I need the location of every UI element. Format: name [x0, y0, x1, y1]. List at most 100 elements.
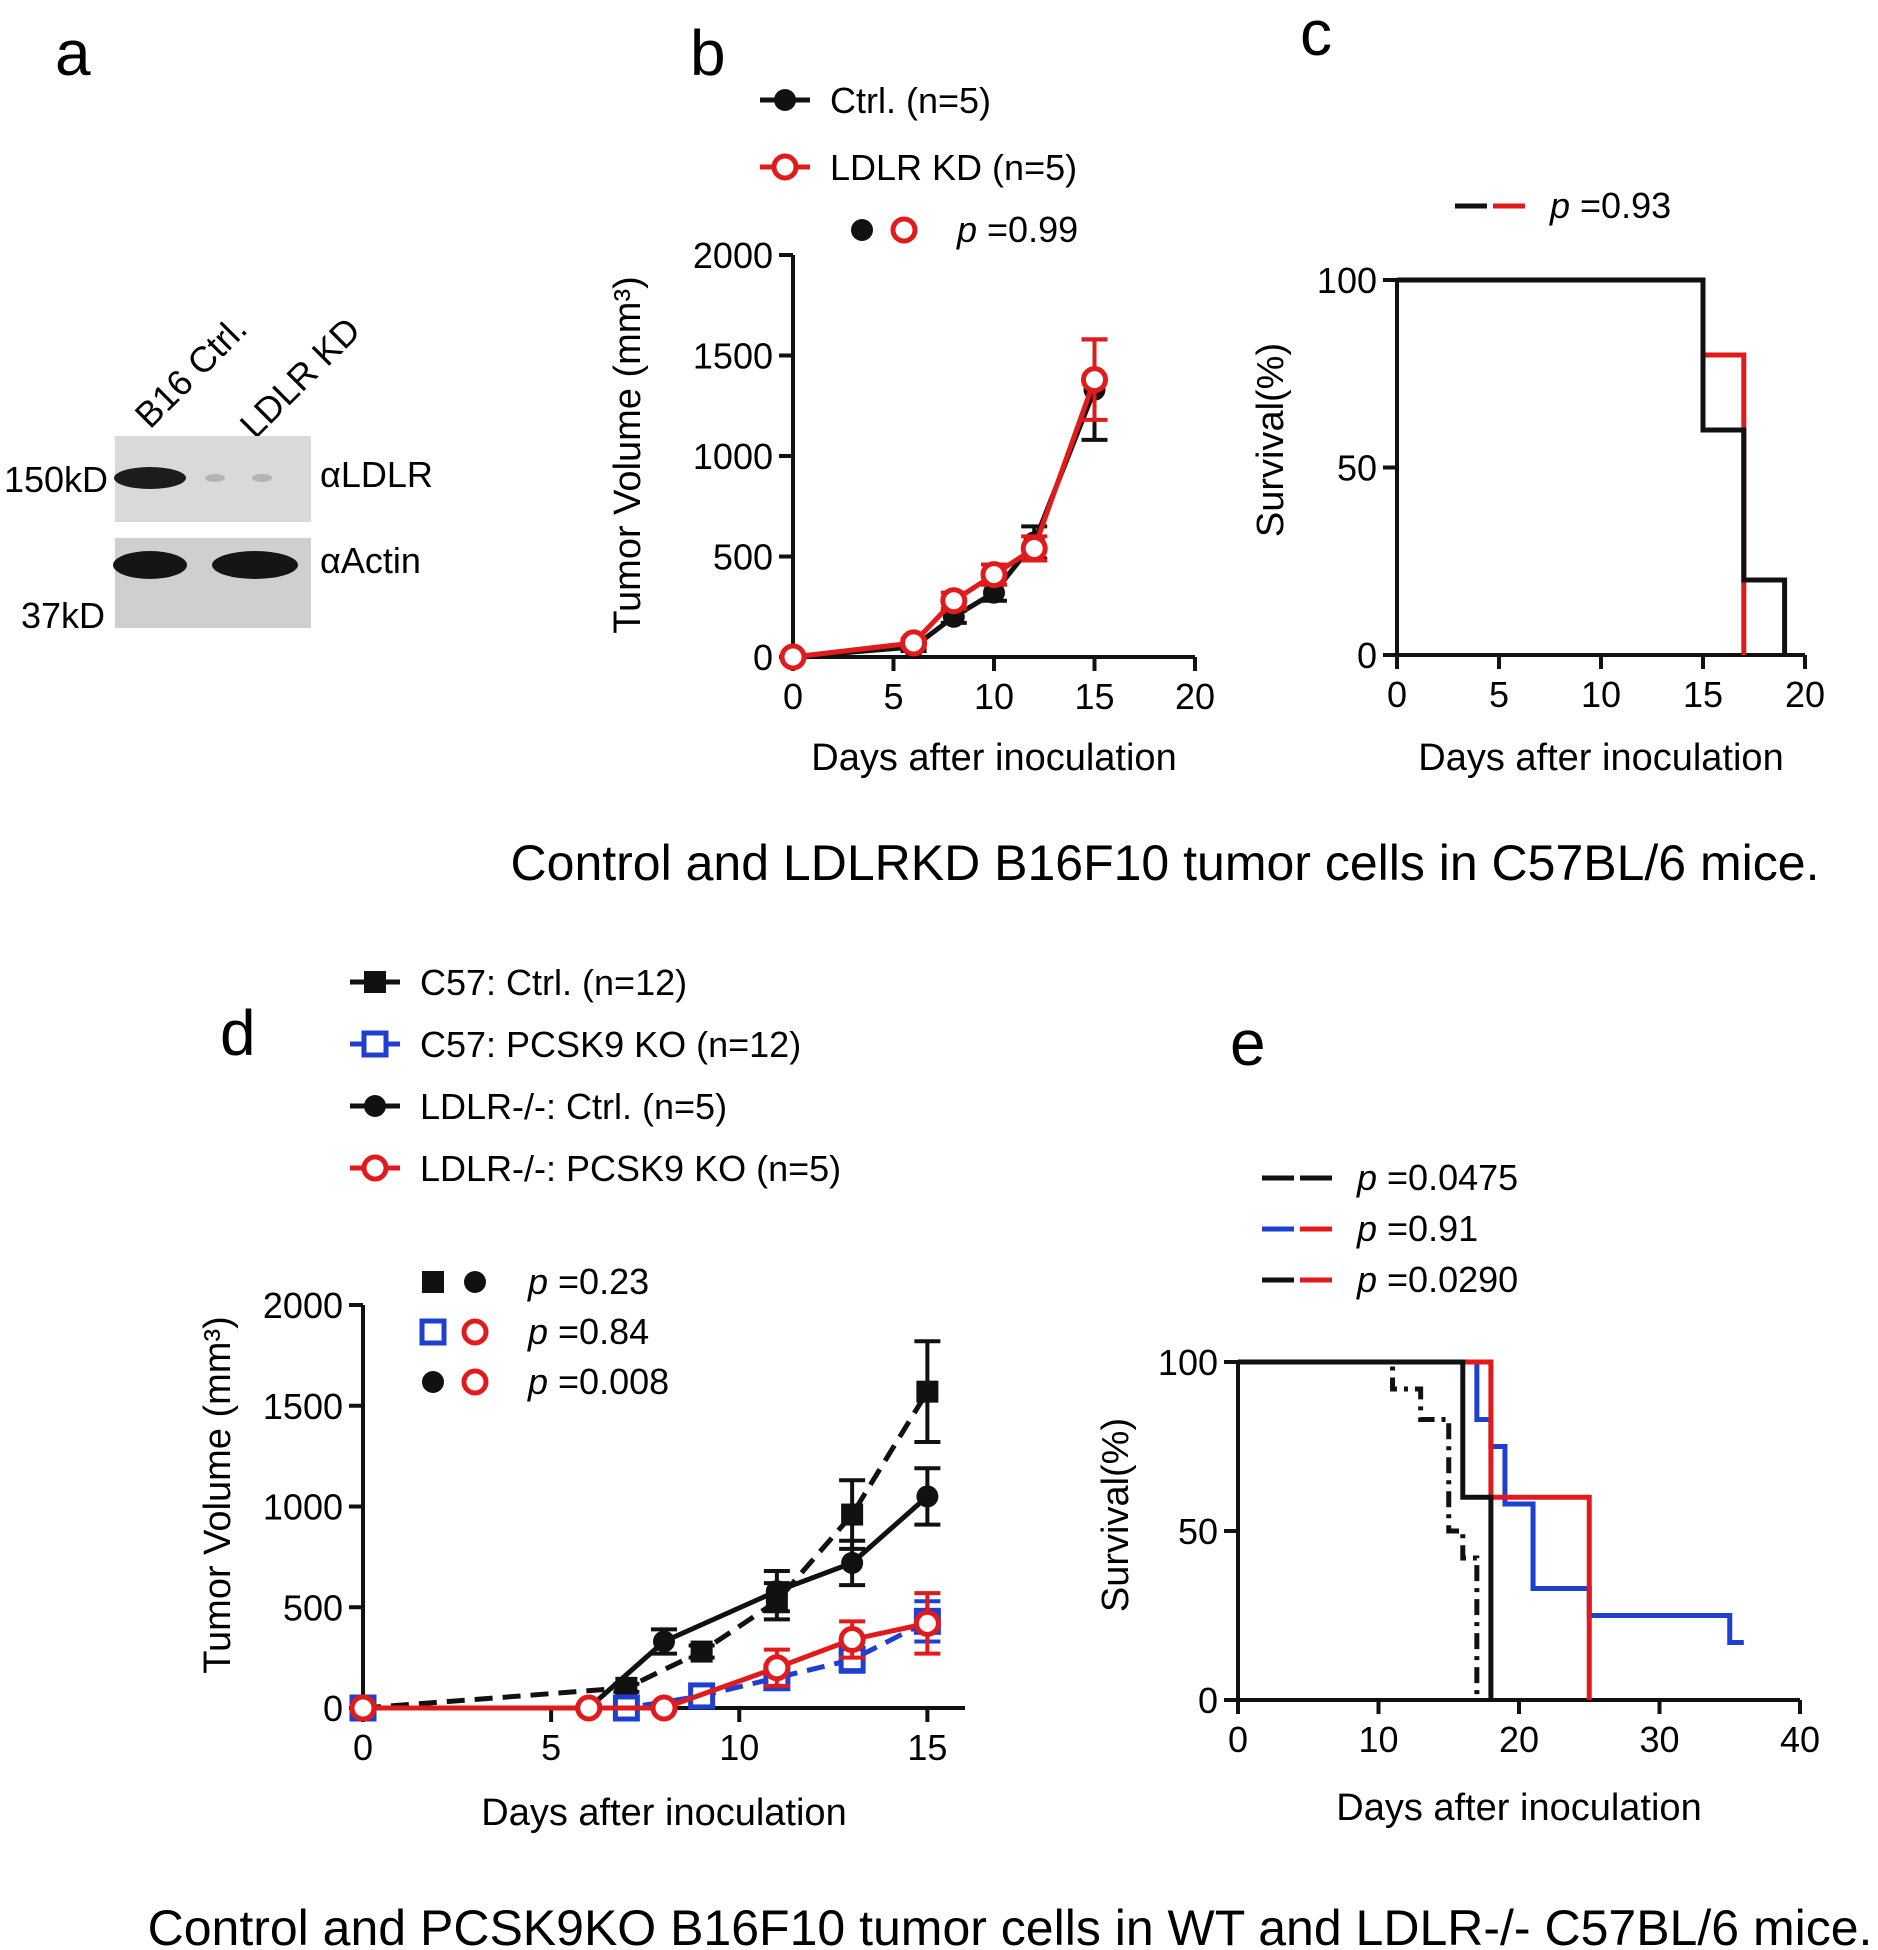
x-tick-label: 5	[883, 676, 903, 717]
data-point	[841, 1503, 864, 1526]
series-line	[1397, 277, 1788, 655]
legend-marker	[364, 1095, 386, 1117]
stat-p-value: p =0.93	[1549, 185, 1671, 226]
y-tick-label: 0	[323, 1688, 343, 1729]
data-point	[653, 1630, 675, 1653]
western-blot: B16 Ctrl. LDLR KD 150kD 37kD αLDLR αActi…	[4, 308, 433, 636]
stat-p-value: p =0.0290	[1356, 1259, 1518, 1300]
series-line	[1238, 1359, 1744, 1646]
y-tick-label: 100	[1317, 260, 1377, 301]
x-tick-label: 0	[783, 676, 803, 717]
stat-marker	[422, 1371, 444, 1393]
p-number: =0.008	[548, 1361, 669, 1402]
panel-letter-a: a	[55, 17, 91, 89]
x-tick-label: 0	[1228, 1719, 1248, 1760]
series-b-1	[779, 337, 1108, 671]
x-tick-label: 0	[1387, 674, 1407, 715]
y-tick-label: 0	[1357, 635, 1377, 676]
band-actin-kd	[212, 551, 298, 579]
p-symbol: p	[1549, 185, 1570, 226]
p-symbol: p	[1356, 1157, 1377, 1198]
caption-bottom: Control and PCSK9KO B16F10 tumor cells i…	[148, 1900, 1873, 1950]
stat-p-value: p =0.99	[956, 209, 1078, 250]
y-axis-label: Survival(%)	[1250, 343, 1292, 537]
stat-marker	[461, 1318, 489, 1346]
x-tick-label: 10	[1581, 674, 1621, 715]
series-line	[1238, 1359, 1592, 1700]
series-line	[1238, 1359, 1480, 1700]
data-point	[1020, 534, 1048, 562]
data-point	[765, 1580, 788, 1603]
series-e-0	[1238, 1359, 1480, 1700]
stat-p-value: p =0.008	[527, 1361, 669, 1402]
data-point	[983, 581, 1005, 604]
stat-p-value: p =0.0475	[1356, 1157, 1518, 1198]
p-number: =0.91	[1377, 1208, 1478, 1249]
data-point	[779, 643, 807, 671]
data-point	[1081, 366, 1108, 394]
data-point	[916, 1485, 939, 1508]
series-line	[362, 1390, 930, 1711]
p-number: =0.84	[548, 1311, 649, 1352]
stat-marker	[890, 216, 918, 244]
y-tick-label: 50	[1178, 1511, 1218, 1552]
stat-marker	[851, 219, 873, 241]
data-point	[575, 1694, 603, 1722]
p-number: =0.0290	[1377, 1259, 1518, 1300]
x-tick-label: 20	[1175, 676, 1215, 717]
y-axis-label: Survival(%)	[1095, 1418, 1137, 1612]
y-tick-label: 0	[753, 637, 773, 678]
x-axis-label: Days after inoculation	[481, 1792, 846, 1834]
x-tick-label: 10	[974, 676, 1014, 717]
p-number: =0.99	[977, 209, 1078, 250]
antibody-ldlr: αLDLR	[320, 454, 433, 495]
x-tick-label: 10	[1358, 1719, 1398, 1760]
data-point	[900, 629, 928, 657]
panel-letter-d: d	[220, 997, 256, 1069]
antibody-actin: αActin	[320, 540, 421, 581]
p-number: =0.0475	[1377, 1157, 1518, 1198]
x-tick-label: 15	[1683, 674, 1723, 715]
legend-marker	[364, 971, 386, 993]
chart-c: 0 5 10 15 20 0 50 100 Days after inoculation Surv…	[1250, 185, 1825, 779]
stat-p-value: p =0.91	[1356, 1208, 1478, 1249]
p-number: =0.93	[1570, 185, 1671, 226]
lane-label-kd: LDLR KD	[232, 309, 369, 446]
legend-marker	[771, 153, 799, 181]
x-tick-label: 5	[541, 1727, 561, 1768]
panel-letter-e: e	[1230, 1007, 1266, 1079]
x-tick-label: 40	[1780, 1719, 1820, 1760]
data-point	[349, 1694, 377, 1722]
stat-marker	[461, 1368, 489, 1396]
x-tick-label: 10	[719, 1727, 759, 1768]
chart-d: 0 5 10 15 0 500 1000 1500 2000 Days after inocula…	[197, 962, 965, 1834]
y-tick-label: 2000	[693, 235, 773, 276]
data-point	[980, 561, 1008, 589]
panel-letter-c: c	[1300, 0, 1332, 69]
legend-marker	[361, 1030, 389, 1058]
chart-e: 0 10 20 30 40 0 50 100 Days after inoculation Sur…	[1095, 1157, 1820, 1829]
series-line	[1238, 1359, 1494, 1700]
data-point	[838, 1625, 866, 1653]
series-b-0	[782, 337, 1108, 668]
p-symbol: p	[956, 209, 977, 250]
stat-marker	[422, 1271, 444, 1293]
series-line	[792, 378, 1097, 660]
y-tick-label: 500	[713, 537, 773, 578]
legend-label: C57: Ctrl. (n=12)	[420, 962, 687, 1003]
x-axis-label: Days after inoculation	[811, 737, 1176, 779]
marker-37kd: 37kD	[21, 595, 105, 636]
x-tick-label: 15	[1074, 676, 1114, 717]
marker-150kd: 150kD	[4, 459, 108, 500]
chart-b: 0 5 10 15 20 0 500 1000 1500 2000 Days after inocu…	[607, 80, 1215, 779]
p-symbol: p	[527, 1261, 548, 1302]
stat-p-value: p =0.23	[527, 1261, 649, 1302]
y-axis-label: Tumor Volume (mm³)	[607, 276, 649, 634]
y-tick-label: 1000	[693, 436, 773, 477]
stat-p-value: p =0.84	[527, 1311, 649, 1352]
y-tick-label: 50	[1337, 448, 1377, 489]
series-c-1	[1397, 277, 1788, 655]
y-axis-label: Tumor Volume (mm³)	[197, 1316, 239, 1674]
y-tick-label: 1500	[263, 1386, 343, 1427]
